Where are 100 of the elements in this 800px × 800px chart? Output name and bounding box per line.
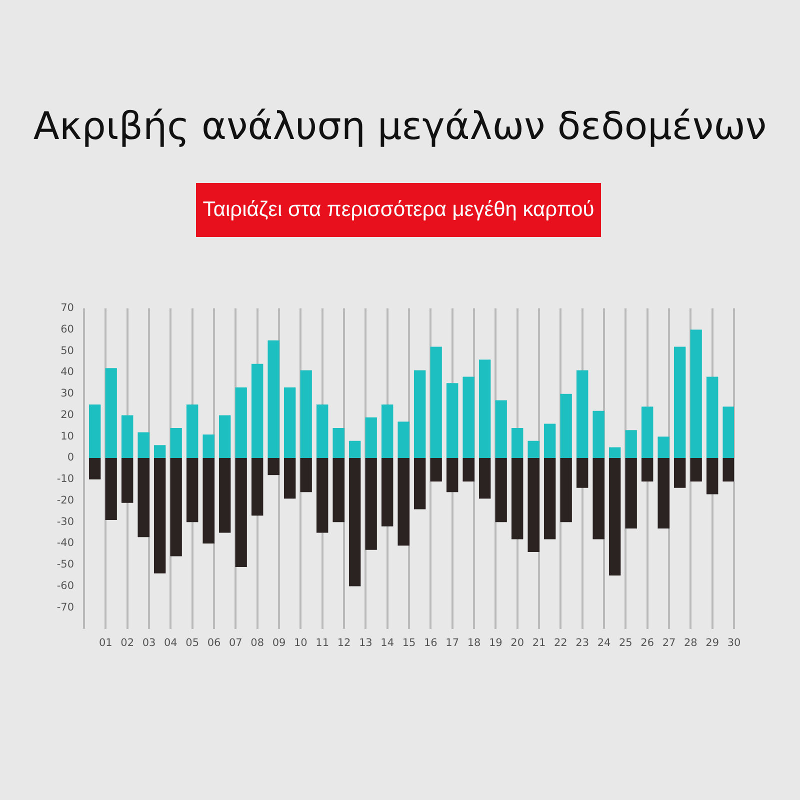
bar (641, 406, 654, 458)
bar (398, 458, 410, 546)
x-tick-label: 05 (186, 637, 200, 650)
y-tick-label: 0 (67, 452, 74, 464)
x-tick-label: 13 (358, 637, 372, 650)
bar (316, 404, 328, 458)
x-tick-label: 02 (120, 637, 134, 650)
bar (511, 428, 524, 458)
bar (544, 424, 556, 458)
bar (138, 432, 150, 458)
y-tick-label: 40 (60, 366, 74, 378)
x-tick-label: 19 (488, 637, 502, 650)
x-tick-label: 06 (207, 637, 221, 650)
bar (105, 458, 117, 520)
x-tick-label: 20 (510, 637, 524, 650)
bar (528, 458, 540, 552)
x-tick-label: 11 (316, 637, 330, 650)
bar (462, 458, 474, 482)
bar (674, 458, 686, 488)
y-tick-label: 50 (60, 344, 74, 357)
x-tick-label: 27 (662, 637, 676, 650)
bar (430, 458, 442, 482)
bar (528, 440, 540, 458)
bar (495, 400, 507, 458)
bar (235, 458, 247, 567)
y-tick-label: 60 (60, 323, 74, 336)
bar (300, 458, 312, 492)
bar (348, 458, 361, 586)
bar (560, 394, 572, 458)
bar (398, 422, 410, 458)
x-tick-label: 09 (272, 637, 286, 650)
x-tick-label: 14 (380, 637, 394, 650)
bar (348, 440, 361, 458)
x-tick-label: 07 (228, 637, 242, 650)
bar (446, 383, 458, 458)
bar (608, 458, 621, 576)
x-tick-label: 15 (402, 637, 416, 650)
bar (251, 458, 264, 516)
y-tick-label: 70 (60, 302, 74, 314)
bar (235, 387, 247, 458)
bar (202, 458, 214, 544)
bar (268, 340, 280, 458)
bar (511, 458, 524, 540)
bar (186, 404, 198, 458)
bar (186, 458, 198, 522)
bar (414, 370, 426, 458)
bar (641, 458, 654, 482)
bar (576, 370, 588, 458)
bar (365, 458, 377, 550)
chart-title: Ακριβής ανάλυση μεγάλων δεδομένων (32, 104, 768, 148)
bar (446, 458, 458, 492)
x-tick-label: 23 (576, 637, 590, 650)
y-tick-label: -20 (56, 494, 74, 506)
bar (88, 404, 101, 458)
banner: Ταιριάζει στα περισσότερα μεγέθη καρπού (196, 183, 601, 237)
bar (284, 387, 296, 458)
bar (658, 436, 670, 458)
x-tick-label: 30 (727, 637, 741, 650)
x-tick-label: 22 (554, 637, 568, 650)
bar (268, 458, 280, 476)
bar (202, 434, 214, 458)
x-tick-label: 10 (294, 637, 308, 650)
bar (722, 458, 734, 482)
bar (251, 364, 264, 458)
bar (560, 458, 572, 522)
x-tick-label: 08 (250, 637, 264, 650)
y-tick-label: -10 (56, 473, 74, 486)
bar (608, 447, 621, 458)
bar (218, 415, 231, 458)
chart-subtitle: Ταιριάζει στα περισσότερα μεγέθη καρπού (202, 198, 594, 222)
y-tick-label: 10 (60, 430, 74, 442)
bar (170, 458, 182, 556)
bar (462, 376, 474, 458)
bar (170, 428, 182, 458)
bar (478, 360, 491, 458)
x-tick-label: 29 (706, 637, 720, 650)
y-tick-label: -60 (56, 580, 74, 592)
bar (722, 406, 734, 458)
bar (625, 458, 637, 529)
x-tick-label: 17 (446, 637, 460, 650)
x-tick-label: 25 (618, 637, 632, 650)
bar (576, 458, 588, 488)
bar (218, 458, 231, 533)
bar (88, 458, 101, 480)
y-tick-label: -50 (56, 558, 74, 571)
bar (121, 415, 134, 458)
bar (381, 458, 394, 526)
y-tick-label: -70 (56, 601, 74, 614)
y-tick-label: 20 (60, 408, 74, 421)
bar (430, 346, 442, 458)
bar (105, 368, 117, 458)
bar (658, 458, 670, 529)
bar (284, 458, 296, 499)
x-tick-label: 12 (337, 637, 351, 650)
x-tick-label: 18 (467, 637, 481, 650)
bar (495, 458, 507, 522)
bar (154, 458, 166, 574)
bar (381, 404, 394, 458)
x-tick-label: 26 (640, 637, 654, 650)
bar (316, 458, 328, 533)
